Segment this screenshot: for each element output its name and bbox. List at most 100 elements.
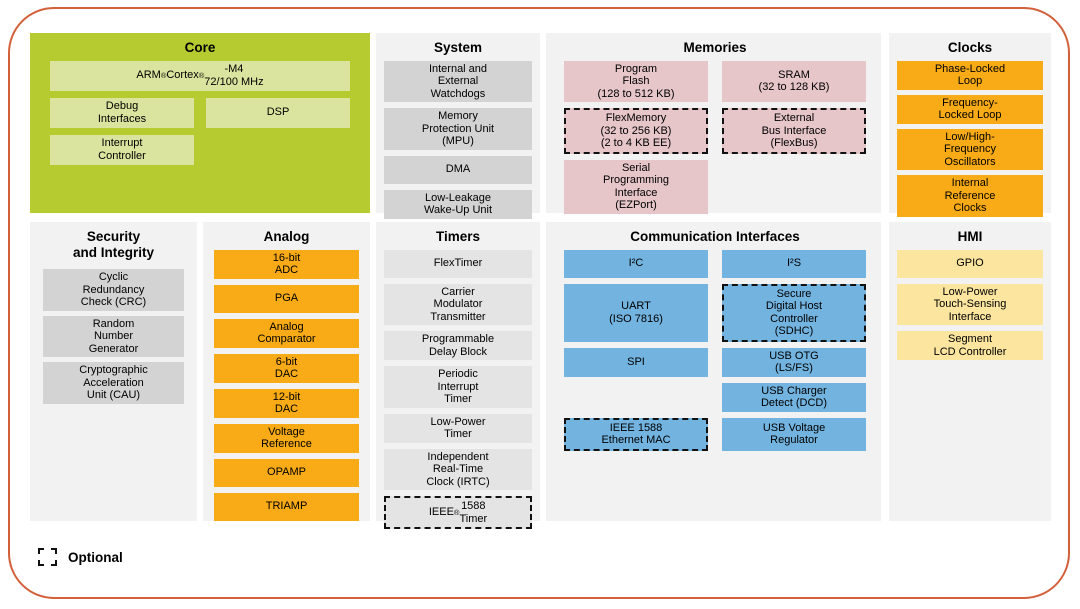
section-memories: Memories Program Flash (128 to 512 KB) SRAM(… <box>546 33 881 214</box>
block-low-high-frequency-oscillators: Low/High- Frequency Oscillators <box>897 128 1043 171</box>
section-title-core: Core <box>184 40 216 55</box>
cell: FlexMemory (32 to 256 KB) (2 to 4 KB EE) <box>564 108 708 154</box>
cell: Internal Reference Clocks <box>897 175 1043 217</box>
block-usb-otg-ls-fs: USB OTG (LS/FS) <box>722 347 866 377</box>
block-12-bit-dac: 12-bit DAC <box>214 388 359 418</box>
cell: I²S <box>722 249 866 278</box>
cell: ARM ® Cortex ® -M4 72/100 MHz <box>50 60 350 91</box>
cell: Cryptographic Acceleration Unit (CAU) <box>43 362 184 404</box>
cell: Periodic Interrupt Timer <box>384 366 532 408</box>
section-analog: Analog 16-bit ADC PGA Analog Comparator 6-bit D… <box>203 222 370 521</box>
block-cryptographic-acceleration-unit-cau: Cryptographic Acceleration Unit (CAU) <box>43 362 184 404</box>
section-timers: Timers FlexTimer Carrier Modulator Transmitt… <box>376 222 540 530</box>
cell: Debug Interfaces <box>50 97 194 128</box>
section-title-memories: Memories <box>683 40 747 55</box>
cell: IEEE ® 1588 Timer <box>384 496 532 530</box>
block-serial-programming-interface-ezport: Serial Programming Interface (EZPort) <box>564 159 708 214</box>
block-flextimer: FlexTimer <box>384 249 532 278</box>
block-segment-lcd-controller: Segment LCD Controller <box>897 331 1043 361</box>
block-ieee-1588-timer: IEEE ® 1588 Timer <box>384 496 532 530</box>
cell: Internal and External Watchdogs <box>384 60 532 103</box>
section-title-comm: Communication Interfaces <box>630 229 800 244</box>
section-clocks: Clocks Phase-Locked Loop Frequency- Locked L… <box>889 33 1051 217</box>
block-low-power-touch-sensing-interface: Low-Power Touch-Sensing Interface <box>897 283 1043 326</box>
block-debug-interfaces: Debug Interfaces <box>50 97 194 128</box>
cell: Carrier Modulator Transmitter <box>384 283 532 326</box>
section-title-analog: Analog <box>263 229 310 244</box>
block-secure-digital-host-controller-sdhc: Secure Digital Host Controller (SDHC) <box>722 283 866 342</box>
block-ieee-1588-ethernet-mac: IEEE 1588 Ethernet MAC <box>564 417 708 451</box>
cell: TRIAMP <box>214 492 359 521</box>
block-16-bit-adc: 16-bit ADC <box>214 249 359 279</box>
section-title-system: System <box>433 40 483 55</box>
cell: Memory Protection Unit (MPU) <box>384 108 532 150</box>
optional-dashed-swatch <box>38 548 57 566</box>
empty-cell <box>206 135 350 165</box>
block-interrupt-controller: Interrupt Controller <box>50 134 194 165</box>
block-analog-comparator: Analog Comparator <box>214 318 359 348</box>
block-independent-real-time-clock-irtc: Independent Real-Time Clock (IRTC) <box>384 448 532 491</box>
block-flexmemory-32-to-256-kb-2-to-4-kb-ee: FlexMemory (32 to 256 KB) (2 to 4 KB EE) <box>564 108 708 154</box>
block-program-flash-128-to-512-kb: Program Flash (128 to 512 KB) <box>564 60 708 103</box>
cell: Interrupt Controller <box>50 134 194 165</box>
block-dma: DMA <box>384 155 532 184</box>
block-usb-voltage-regulator: USB Voltage Regulator <box>722 417 866 451</box>
block-external-bus-interface-flexbus: External Bus Interface (FlexBus) <box>722 108 866 154</box>
block-voltage-reference: Voltage Reference <box>214 423 359 453</box>
block-triamp: TRIAMP <box>214 492 359 521</box>
block-periodic-interrupt-timer: Periodic Interrupt Timer <box>384 366 532 408</box>
cell: Low-Leakage Wake-Up Unit <box>384 189 532 219</box>
legend-label: Optional <box>68 549 123 565</box>
cell: Segment LCD Controller <box>897 331 1043 361</box>
cell: Low/High- Frequency Oscillators <box>897 128 1043 171</box>
cell: Analog Comparator <box>214 318 359 348</box>
block-phase-locked-loop: Phase-Locked Loop <box>897 60 1043 90</box>
block-sram-32-to-128-kb: SRAM (32 to 128 KB) <box>722 60 866 103</box>
cell: External Bus Interface (FlexBus) <box>722 108 866 154</box>
block-internal-reference-clocks: Internal Reference Clocks <box>897 175 1043 217</box>
cell: Random Number Generator <box>43 315 184 358</box>
cell: USB Charger Detect (DCD) <box>722 382 866 412</box>
block-spi: SPI <box>564 347 708 377</box>
block-gpio: GPIO <box>897 249 1043 278</box>
cell: Program Flash (128 to 512 KB) <box>564 60 708 103</box>
cell: USB Voltage Regulator <box>722 417 866 451</box>
cell: OPAMP <box>214 458 359 487</box>
cell: 16-bit ADC <box>214 249 359 279</box>
cell: Cyclic Redundancy Check (CRC) <box>43 269 184 311</box>
legend-optional: Optional <box>38 548 123 566</box>
cell: Voltage Reference <box>214 423 359 453</box>
cell: I²C <box>564 249 708 278</box>
section-core: Core ARM ® Cortex ® -M4 72/100 MHz Debug Interf… <box>30 33 370 213</box>
cell: SRAM (32 to 128 KB) <box>722 60 866 103</box>
empty-cell <box>722 160 866 214</box>
block-programmable-delay-block: Programmable Delay Block <box>384 331 532 361</box>
block-carrier-modulator-transmitter: Carrier Modulator Transmitter <box>384 283 532 326</box>
block-i-c: I²C <box>564 249 708 278</box>
cell: GPIO <box>897 249 1043 278</box>
block-memory-protection-unit-mpu: Memory Protection Unit (MPU) <box>384 108 532 150</box>
cell: USB OTG (LS/FS) <box>722 347 866 377</box>
cell: Serial Programming Interface (EZPort) <box>564 159 708 214</box>
block-i-s: I²S <box>722 249 866 278</box>
block-uart-iso-7816: UART (ISO 7816) <box>564 283 708 342</box>
block-arm-cortex-m4-72-100-mhz: ARM ® Cortex ® -M4 72/100 MHz <box>50 60 350 91</box>
block-low-power-timer: Low-Power Timer <box>384 413 532 443</box>
block-internal-and-external-watchdogs: Internal and External Watchdogs <box>384 60 532 103</box>
block-usb-charger-detect-dcd: USB Charger Detect (DCD) <box>722 382 866 412</box>
block-6-bit-dac: 6-bit DAC <box>214 353 359 383</box>
block-random-number-generator: Random Number Generator <box>43 315 184 358</box>
cell: Phase-Locked Loop <box>897 60 1043 90</box>
block-dsp: DSP <box>206 97 350 128</box>
cell: Programmable Delay Block <box>384 331 532 361</box>
cell: DSP <box>206 97 350 128</box>
section-communication-interfaces: Communication Interfaces I²C I²S UART (ISO 7… <box>546 222 881 521</box>
cell: UART (ISO 7816) <box>564 283 708 342</box>
block-pga: PGA <box>214 284 359 313</box>
section-title-timers: Timers <box>435 229 481 244</box>
cell: Independent Real-Time Clock (IRTC) <box>384 448 532 491</box>
section-system: System Internal and External Watchdogs Memor… <box>376 33 540 219</box>
cell: Low-Power Timer <box>384 413 532 443</box>
cell: Secure Digital Host Controller (SDHC) <box>722 283 866 342</box>
cell: SPI <box>564 347 708 377</box>
